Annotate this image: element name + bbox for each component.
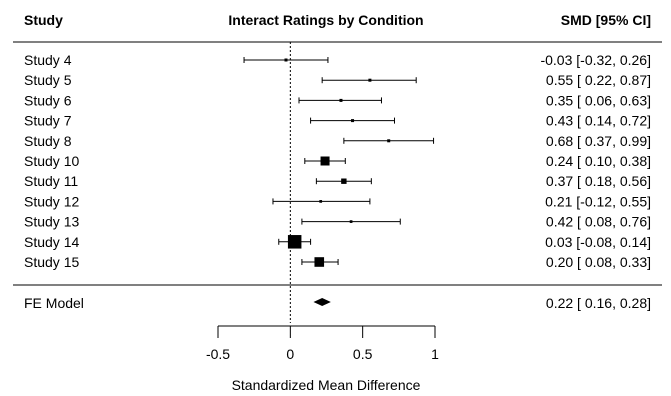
x-tick-label: 1	[431, 346, 439, 362]
study-ci-text: 0.35 [ 0.06, 0.63]	[546, 92, 651, 108]
point-estimate	[341, 178, 347, 184]
study-row-study-5: Study 5 0.55 [ 0.22, 0.87]	[24, 72, 651, 88]
study-row-study-4: Study 4 -0.03 [-0.32, 0.26]	[24, 52, 651, 68]
summary-ci-text: 0.22 [ 0.16, 0.28]	[546, 295, 651, 311]
study-row-study-14: Study 14 0.03 [-0.08, 0.14]	[24, 234, 651, 250]
study-ci-text: 0.21 [-0.12, 0.55]	[545, 193, 651, 209]
x-axis-label: Standardized Mean Difference	[232, 377, 421, 393]
header-study: Study	[24, 12, 63, 28]
study-row-study-12: Study 12 0.21 [-0.12, 0.55]	[24, 193, 651, 209]
study-label: Study 8	[24, 133, 72, 149]
study-ci-text: 0.55 [ 0.22, 0.87]	[546, 72, 651, 88]
study-label: Study 7	[24, 113, 72, 129]
point-estimate	[320, 156, 330, 166]
study-row-study-15: Study 15 0.20 [ 0.08, 0.33]	[24, 254, 651, 270]
x-tick-label: 0.5	[353, 346, 373, 362]
study-row-study-6: Study 6 0.35 [ 0.06, 0.63]	[24, 92, 651, 108]
study-label: Study 6	[24, 92, 72, 108]
point-estimate	[351, 119, 355, 123]
study-label: Study 4	[24, 52, 72, 68]
study-row-study-7: Study 7 0.43 [ 0.14, 0.72]	[24, 113, 651, 129]
study-ci-text: 0.20 [ 0.08, 0.33]	[546, 254, 651, 270]
x-tick-label: 0	[286, 346, 294, 362]
x-axis-ticks: -0.5 0 0.5 1	[206, 326, 439, 362]
study-label: Study 12	[24, 193, 79, 209]
study-label: Study 13	[24, 214, 79, 230]
chart-title: Interact Ratings by Condition	[228, 12, 423, 28]
point-estimate	[314, 257, 325, 267]
study-label: Study 5	[24, 72, 72, 88]
point-estimate	[287, 235, 302, 249]
study-row-study-10: Study 10 0.24 [ 0.10, 0.38]	[24, 153, 651, 169]
study-label: Study 15	[24, 254, 79, 270]
x-tick-label: -0.5	[206, 346, 230, 362]
point-estimate	[284, 58, 288, 62]
header-smd-ci: SMD [95% CI]	[561, 12, 651, 28]
point-estimate	[349, 220, 353, 223]
study-label: Study 10	[24, 153, 79, 169]
study-ci-text: 0.24 [ 0.10, 0.38]	[546, 153, 651, 169]
point-estimate	[368, 78, 372, 82]
study-label: Study 11	[24, 173, 78, 189]
study-ci-text: 0.37 [ 0.18, 0.56]	[546, 173, 651, 189]
study-ci-text: 0.03 [-0.08, 0.14]	[545, 234, 651, 250]
point-estimate	[387, 139, 391, 143]
study-ci-text: 0.43 [ 0.14, 0.72]	[546, 113, 651, 129]
study-row-study-11: Study 11 0.37 [ 0.18, 0.56]	[24, 173, 651, 189]
study-label: Study 14	[24, 234, 79, 250]
study-rows: Study 4 -0.03 [-0.32, 0.26] Study 5 0.55 [ …	[24, 52, 651, 270]
point-estimate	[339, 98, 343, 102]
study-ci-text: 0.42 [ 0.08, 0.76]	[546, 214, 651, 230]
point-estimate	[319, 200, 323, 203]
summary-diamond	[313, 298, 331, 306]
summary-label: FE Model	[24, 295, 84, 311]
study-row-study-13: Study 13 0.42 [ 0.08, 0.76]	[24, 214, 651, 230]
study-row-study-8: Study 8 0.68 [ 0.37, 0.99]	[24, 133, 651, 149]
study-ci-text: -0.03 [-0.32, 0.26]	[540, 52, 651, 68]
study-ci-text: 0.68 [ 0.37, 0.99]	[546, 133, 651, 149]
